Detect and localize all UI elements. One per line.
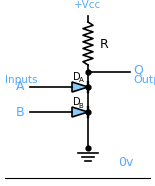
Text: D: D bbox=[73, 72, 81, 82]
Text: +Vcc: +Vcc bbox=[74, 0, 102, 10]
Text: B: B bbox=[78, 102, 83, 108]
Text: B: B bbox=[15, 105, 24, 118]
Text: D: D bbox=[73, 97, 81, 107]
Text: 0v: 0v bbox=[118, 155, 133, 169]
Polygon shape bbox=[72, 82, 88, 92]
Text: R: R bbox=[100, 38, 109, 51]
Text: A: A bbox=[78, 78, 83, 84]
Text: A: A bbox=[16, 81, 24, 94]
Text: Q: Q bbox=[133, 63, 143, 76]
Polygon shape bbox=[72, 107, 88, 117]
Text: Output: Output bbox=[133, 75, 155, 85]
Text: Inputs: Inputs bbox=[5, 75, 38, 85]
